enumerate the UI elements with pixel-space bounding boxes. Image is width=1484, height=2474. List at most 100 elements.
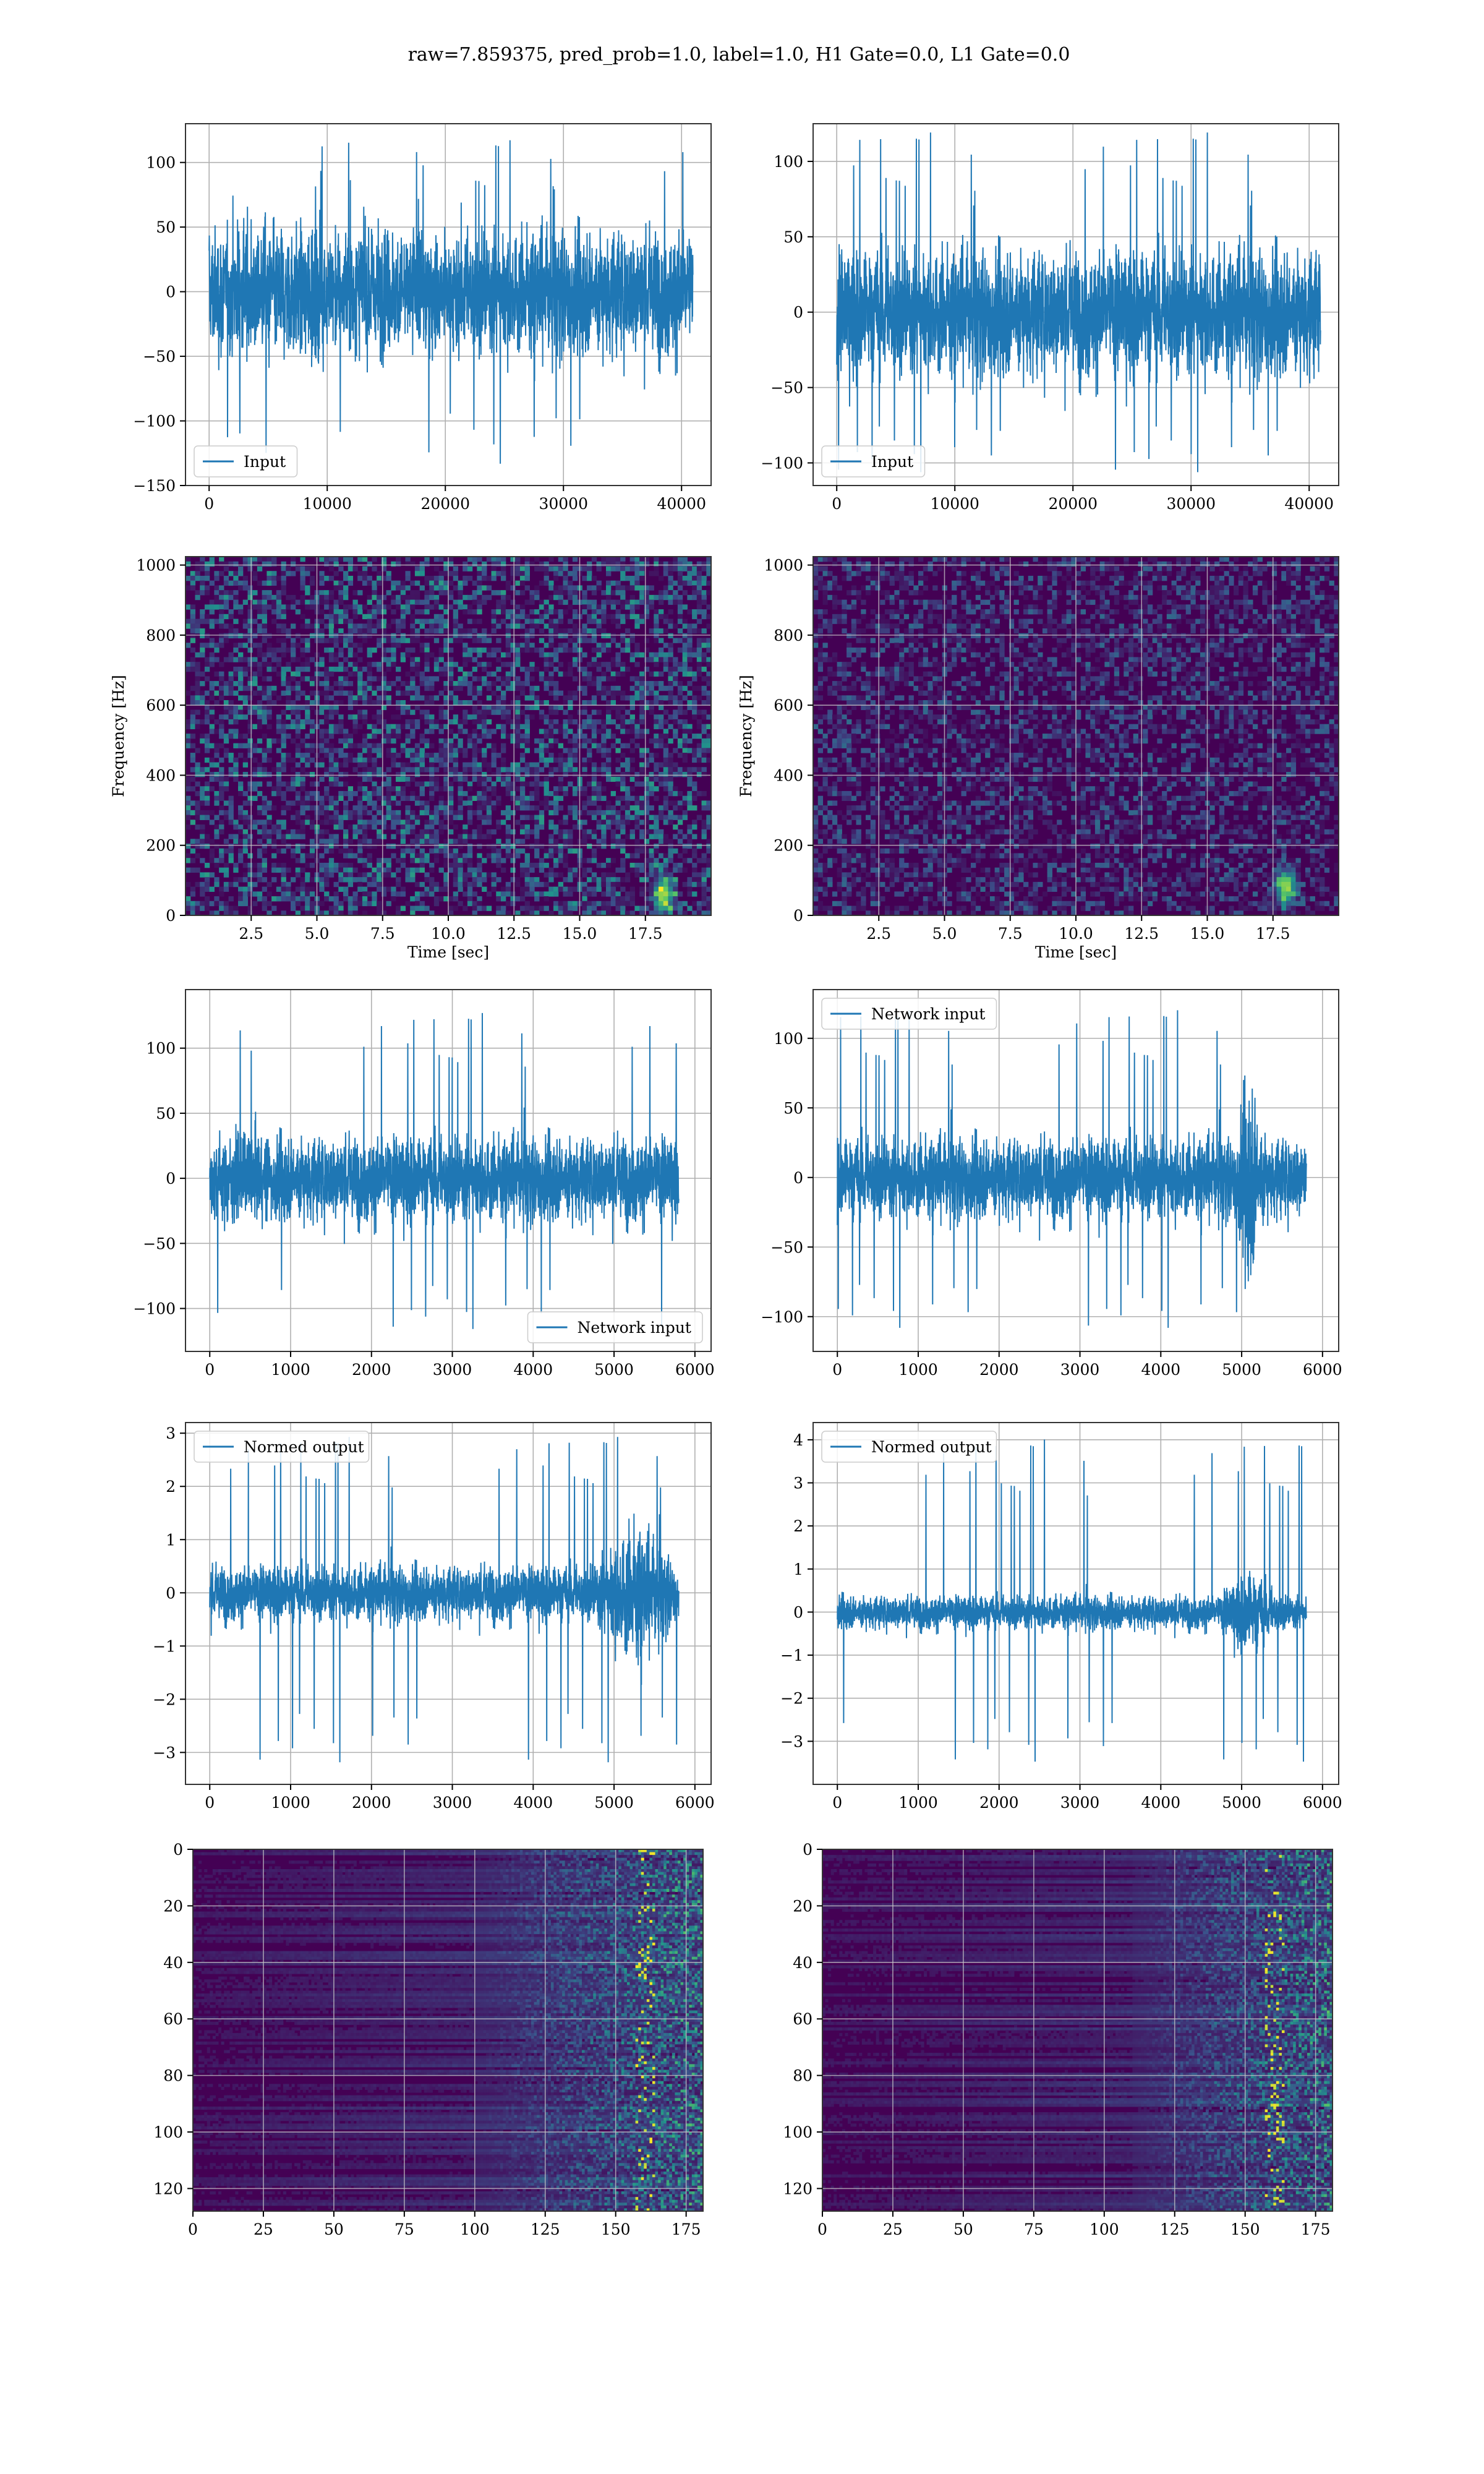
x-tick-label: 1000 [898,1361,938,1379]
y-tick-label: 40 [163,1954,183,1972]
x-tick-label: 0 [817,2220,827,2238]
panel-h1-features: 0 25 50 75 100 125 150 175 0 20 40 60 80 100 120 [153,1841,704,2238]
y-tick-label: −50 [143,1235,176,1252]
y-tick-label: −1 [780,1646,803,1664]
y-tick-label: 50 [783,228,803,246]
legend-label: Input [244,453,286,471]
y-tick-label: −50 [770,379,803,397]
series-line [837,1439,1307,1762]
y-tick-label: 2 [793,1517,803,1535]
x-tick-label: 5000 [1222,1361,1261,1379]
y-tick-label: −100 [133,1300,176,1318]
y-tick-label: 2 [166,1478,176,1496]
x-tick-label: 20000 [1048,495,1098,513]
x-tick-label: 25 [254,2220,273,2238]
panel-h1-spectrogram: 2.5 5.0 7.5 10.0 12.5 15.0 17.5 0 200 400 600 800 10… [109,556,712,961]
y-tick-label: 50 [783,1099,803,1117]
x-tick-label: 17.5 [628,925,663,943]
legend-label: Network input [871,1005,985,1023]
plot-area [813,124,1339,486]
legend-label: Input [871,453,913,471]
series-line [209,1012,680,1329]
x-tick-label: 3000 [433,1794,472,1812]
x-tick-label: 2000 [352,1361,391,1379]
x-tick-label: 6000 [675,1361,715,1379]
plot-area [193,1849,703,2211]
y-tick-label: −1 [153,1637,176,1655]
x-tick-label: 30000 [1166,495,1216,513]
x-tick-label: 0 [832,1361,842,1379]
y-tick-label: 20 [163,1897,183,1915]
x-tick-label: 1000 [271,1361,310,1379]
legend-box [821,998,997,1030]
legend-label: Network input [578,1319,691,1337]
x-tick-label: 2000 [352,1794,391,1812]
y-tick-label: 120 [153,2180,183,2198]
y-tick-label: 1000 [764,557,803,575]
y-tick-label: 600 [774,696,803,714]
x-tick-label: 6000 [1303,1361,1342,1379]
x-tick-label: 5000 [1222,1794,1261,1812]
x-tick-label: 10.0 [431,925,466,943]
y-tick-label: 1 [166,1531,176,1549]
x-tick-label: 5.0 [932,925,957,943]
y-tick-label: 0 [793,1603,803,1621]
y-tick-label: 40 [793,1954,812,1972]
y-tick-label: −100 [761,1308,803,1326]
x-axis-label: Time [sec] [1035,943,1117,961]
x-tick-label: 4000 [1141,1361,1180,1379]
axes-frame [185,1422,712,1785]
y-tick-label: 800 [146,627,176,644]
x-tick-label: 15.0 [563,925,597,943]
y-tick-label: 0 [793,1169,803,1187]
y-tick-label: 1 [793,1560,803,1578]
x-tick-label: 25 [883,2220,903,2238]
legend: Network input [527,1311,703,1343]
x-tick-label: 150 [601,2220,631,2238]
plot-area [822,1849,1333,2211]
legend: Input [194,445,298,477]
x-tick-label: 5000 [594,1794,634,1812]
panel-h1-normed-output: 0 1000 2000 3000 4000 5000 6000 −3 −2 −1 0 1 2 3 Norme… [153,1422,715,1812]
panel-l1-input: 0 10000 20000 30000 40000 −100 −50 0 50 100 Input [761,123,1339,513]
panel-h1-input: 0 10000 20000 30000 40000 −150 −100 −50 0 50 100 In… [133,123,712,513]
x-tick-label: 10.0 [1059,925,1093,943]
axes-frame [812,1422,1339,1785]
y-tick-label: −3 [780,1732,803,1750]
x-tick-label: 50 [324,2220,344,2238]
x-tick-label: 12.5 [1124,925,1159,943]
plot-area [813,1423,1339,1784]
y-tick-label: 3 [793,1475,803,1492]
x-tick-label: 5000 [594,1361,634,1379]
x-tick-label: 40000 [1284,495,1334,513]
legend: Normed output [821,1431,997,1463]
x-tick-label: 10000 [930,495,979,513]
y-tick-label: 50 [156,1105,176,1123]
y-tick-label: 600 [146,696,176,714]
series-line [209,1437,680,1763]
series-line [208,140,694,464]
y-tick-label: −100 [761,454,803,472]
y-tick-label: 800 [774,627,803,644]
x-tick-label: 75 [1024,2220,1044,2238]
series-line [837,1010,1307,1328]
plot-area [186,124,711,486]
y-tick-label: 0 [166,907,176,925]
legend: Normed output [194,1431,370,1463]
x-tick-label: 17.5 [1256,925,1290,943]
plot-area [186,557,711,915]
x-tick-label: 10000 [302,495,352,513]
x-tick-label: 15.0 [1190,925,1225,943]
x-tick-label: 4000 [1141,1794,1180,1812]
x-tick-label: 50 [953,2220,973,2238]
x-tick-label: 3000 [433,1361,472,1379]
panel-l1-features: 0 25 50 75 100 125 150 175 0 20 40 60 80 100 120 [783,1841,1333,2238]
y-tick-label: −3 [153,1744,176,1761]
x-tick-label: 2.5 [866,925,891,943]
y-tick-label: −100 [133,413,176,430]
y-tick-label: 0 [793,304,803,322]
x-tick-label: 40000 [657,495,706,513]
y-tick-label: 0 [166,1584,176,1602]
y-tick-label: −150 [133,477,176,495]
